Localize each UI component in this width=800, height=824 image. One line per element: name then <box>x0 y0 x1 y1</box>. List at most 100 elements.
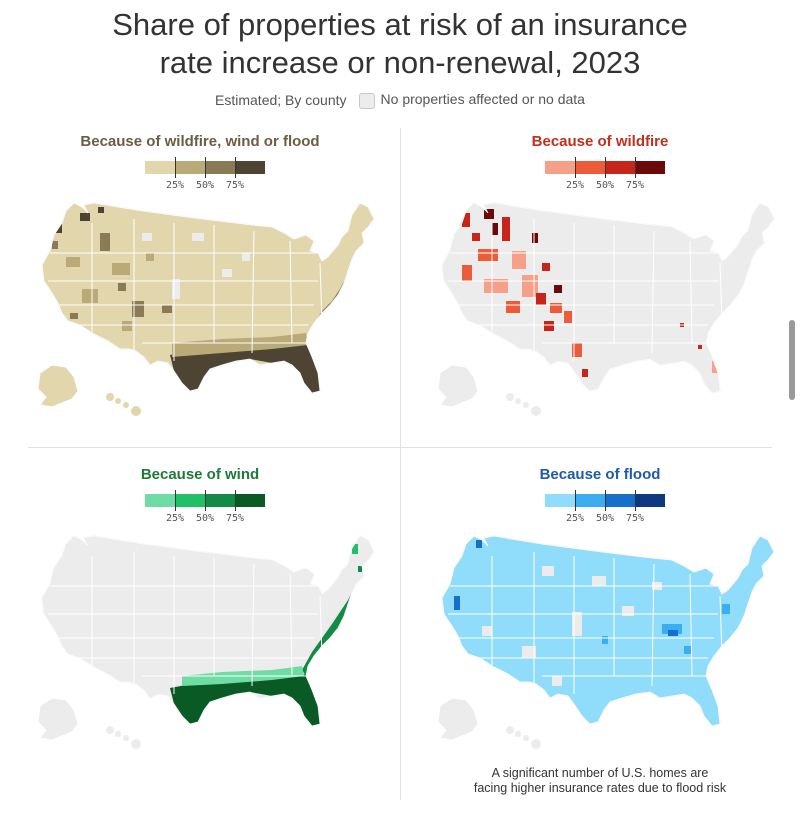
county-cluster <box>668 630 678 636</box>
county-cluster <box>544 321 554 331</box>
hawaii-island <box>123 402 129 408</box>
hawaii-island <box>131 406 141 416</box>
panel-title: Because of flood <box>539 466 661 483</box>
hawaii-island <box>531 406 541 416</box>
legend-tick-label: 25% <box>165 513 185 524</box>
county-cluster <box>82 289 98 303</box>
county-cluster <box>484 209 494 219</box>
subtitle: Estimated; By county <box>215 92 347 108</box>
panel-combined: Because of wildfire, wind or flood 25% 50%… <box>0 133 400 453</box>
county-cluster <box>462 213 470 227</box>
legend-tick-label: 25% <box>165 180 185 191</box>
county-cluster <box>472 233 480 241</box>
county-cluster <box>506 301 520 313</box>
county-cluster <box>100 233 110 251</box>
legend-swatch <box>175 494 205 507</box>
county-cluster <box>484 279 508 293</box>
legend-swatch <box>235 161 265 174</box>
legend-swatch <box>545 494 575 507</box>
hawaii-island <box>506 393 514 401</box>
footnote-line-1: A significant number of U.S. homes are <box>491 766 709 780</box>
state-border <box>251 563 255 687</box>
county-cluster <box>522 646 536 658</box>
legend-tick-label: 75% <box>225 513 245 524</box>
county-cluster <box>532 233 538 243</box>
vertical-divider <box>400 128 401 800</box>
legend-tick <box>205 157 206 178</box>
legend-swatch <box>635 494 665 507</box>
state-border <box>289 240 293 344</box>
southern-transition-band <box>172 333 308 357</box>
legend-tick <box>175 157 176 178</box>
county-cluster <box>712 361 718 373</box>
scrollbar[interactable] <box>789 320 795 400</box>
nodata-swatch <box>358 92 375 109</box>
alaska-shape <box>437 697 479 741</box>
gulf-coast-wind-band <box>170 674 320 726</box>
county-cluster <box>66 257 80 267</box>
alaska-shape <box>437 364 479 408</box>
county-cluster <box>352 544 358 554</box>
county-cluster <box>476 540 482 548</box>
hawaii-island <box>131 739 141 749</box>
county-cluster <box>602 636 608 644</box>
county-cluster <box>70 313 78 319</box>
panel-title: Because of wildfire <box>531 133 669 150</box>
county-cluster <box>146 253 154 261</box>
county-cluster <box>512 251 526 269</box>
alaska-shape <box>37 697 79 741</box>
legend-swatch <box>205 161 235 174</box>
state-border <box>689 573 693 677</box>
county-cluster <box>564 311 572 323</box>
county-cluster <box>454 596 460 610</box>
county-cluster <box>482 626 492 636</box>
legend-tick-label: 75% <box>225 180 245 191</box>
legend-tick <box>575 157 576 178</box>
legend-swatch <box>605 161 635 174</box>
gulf-coast-risk-band <box>170 343 320 393</box>
county-cluster <box>502 217 510 241</box>
legend-tick <box>605 157 606 178</box>
hawaii-island <box>531 739 541 749</box>
hawaii-island <box>515 398 521 404</box>
title-line-1: Share of properties at risk of an insura… <box>112 7 688 42</box>
state-border <box>651 230 655 354</box>
state-border <box>289 573 293 677</box>
legend-tick-label: 25% <box>565 513 585 524</box>
footnote: A significant number of U.S. homes are f… <box>400 766 800 796</box>
county-cluster <box>542 263 550 271</box>
legend-swatch <box>575 494 605 507</box>
nodata-label: No properties affected or no data <box>380 91 585 108</box>
panel-wildfire: Because of wildfire 25% 50% 75% <box>400 133 800 453</box>
legend-tick-label: 50% <box>195 513 215 524</box>
subtitle-row: Estimated; By county No properties affec… <box>0 90 800 110</box>
county-cluster <box>684 646 692 654</box>
county-cluster <box>662 624 682 634</box>
nodata-legend: No properties affected or no data <box>358 91 585 109</box>
county-cluster <box>536 293 546 305</box>
county-cluster <box>582 369 588 377</box>
us-county-map <box>437 202 775 416</box>
county-cluster <box>622 606 634 616</box>
legend-tick <box>235 157 236 178</box>
hawaii-island <box>523 735 529 741</box>
county-cluster <box>192 233 204 241</box>
county-cluster <box>462 265 472 281</box>
hawaii-island <box>115 731 121 737</box>
hawaii-island <box>506 726 514 734</box>
legend-tick <box>235 490 236 511</box>
us-county-map <box>37 202 375 416</box>
footnote-line-2: facing higher insurance rates due to flo… <box>473 781 727 795</box>
county-cluster <box>122 321 132 331</box>
county-cluster <box>142 233 152 241</box>
legend-tick <box>175 490 176 511</box>
horizontal-divider <box>28 447 772 448</box>
county-cluster <box>572 343 582 357</box>
hawaii-island <box>123 735 129 741</box>
hawaii-island <box>106 393 114 401</box>
county-cluster <box>118 283 126 291</box>
county-cluster <box>542 566 554 576</box>
panel-title: Because of wildfire, wind or flood <box>80 133 320 150</box>
page-title: Share of properties at risk of an insura… <box>0 6 800 82</box>
hawaii-island <box>515 731 521 737</box>
